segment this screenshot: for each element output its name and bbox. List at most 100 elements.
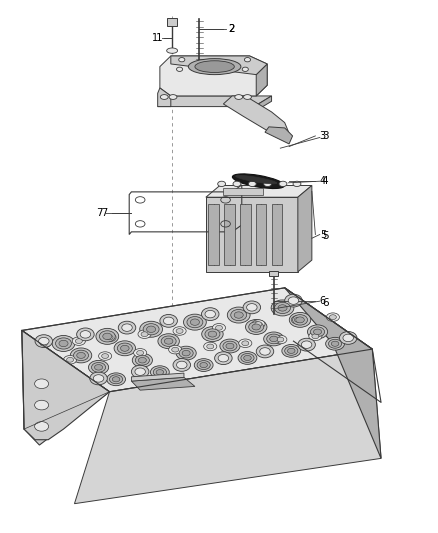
Ellipse shape (176, 328, 183, 334)
Ellipse shape (289, 312, 311, 327)
Polygon shape (22, 288, 372, 392)
Ellipse shape (114, 341, 136, 356)
Ellipse shape (256, 345, 274, 358)
Ellipse shape (67, 357, 74, 362)
Ellipse shape (260, 348, 270, 355)
Text: 4: 4 (322, 176, 328, 186)
Ellipse shape (103, 333, 112, 340)
Ellipse shape (249, 322, 264, 332)
Text: 6: 6 (320, 296, 326, 306)
Bar (208, 204, 219, 265)
Ellipse shape (40, 341, 47, 346)
Ellipse shape (141, 332, 148, 337)
Ellipse shape (220, 339, 240, 353)
Ellipse shape (80, 330, 91, 338)
Bar (240, 204, 251, 265)
Ellipse shape (231, 310, 247, 321)
Ellipse shape (244, 356, 251, 360)
Bar (223, 188, 263, 195)
Ellipse shape (208, 331, 217, 337)
Ellipse shape (147, 326, 155, 333)
Ellipse shape (134, 349, 147, 357)
Polygon shape (22, 330, 110, 440)
Ellipse shape (325, 337, 344, 350)
Ellipse shape (93, 375, 104, 382)
Ellipse shape (99, 352, 112, 360)
FancyBboxPatch shape (269, 271, 278, 276)
Text: 6: 6 (322, 298, 328, 308)
Polygon shape (254, 96, 272, 112)
Ellipse shape (179, 58, 185, 62)
Ellipse shape (244, 95, 251, 100)
Text: 5: 5 (320, 230, 326, 239)
Bar (256, 204, 266, 265)
Ellipse shape (215, 352, 232, 365)
Ellipse shape (92, 362, 106, 372)
Ellipse shape (176, 346, 196, 360)
Ellipse shape (99, 331, 115, 342)
Ellipse shape (106, 335, 113, 340)
Ellipse shape (72, 337, 85, 345)
Bar (224, 204, 235, 265)
Ellipse shape (156, 369, 164, 375)
Polygon shape (158, 96, 272, 107)
Ellipse shape (90, 372, 107, 385)
Ellipse shape (120, 345, 129, 351)
FancyBboxPatch shape (167, 18, 177, 26)
Ellipse shape (138, 330, 151, 338)
Ellipse shape (135, 356, 149, 365)
Ellipse shape (35, 335, 53, 348)
Ellipse shape (233, 174, 284, 189)
Ellipse shape (77, 328, 94, 341)
Ellipse shape (278, 305, 287, 311)
Ellipse shape (158, 334, 179, 349)
Polygon shape (206, 185, 312, 197)
Ellipse shape (296, 317, 304, 323)
Ellipse shape (343, 334, 353, 342)
Ellipse shape (218, 354, 229, 362)
Polygon shape (206, 197, 298, 272)
Polygon shape (131, 377, 195, 390)
Ellipse shape (160, 95, 168, 100)
Ellipse shape (277, 337, 284, 342)
Ellipse shape (215, 325, 223, 330)
Ellipse shape (131, 365, 149, 378)
Polygon shape (160, 56, 267, 96)
Ellipse shape (242, 341, 249, 346)
Text: 5: 5 (322, 231, 328, 240)
Ellipse shape (140, 321, 162, 337)
Ellipse shape (169, 95, 177, 100)
Text: 2: 2 (228, 25, 234, 34)
Ellipse shape (204, 342, 217, 351)
Text: 3: 3 (322, 131, 328, 141)
Ellipse shape (291, 316, 304, 324)
Ellipse shape (35, 379, 49, 389)
Ellipse shape (64, 356, 77, 364)
Ellipse shape (239, 339, 252, 348)
Ellipse shape (194, 359, 213, 372)
Ellipse shape (138, 358, 146, 363)
Ellipse shape (172, 348, 179, 352)
Ellipse shape (285, 294, 302, 307)
Ellipse shape (37, 340, 50, 348)
Ellipse shape (188, 59, 241, 75)
Ellipse shape (52, 335, 75, 351)
Ellipse shape (212, 324, 226, 332)
Text: 1: 1 (155, 34, 162, 43)
Ellipse shape (169, 345, 182, 354)
Ellipse shape (153, 368, 166, 377)
Ellipse shape (160, 314, 177, 327)
Ellipse shape (329, 314, 336, 320)
Ellipse shape (122, 324, 132, 332)
Ellipse shape (161, 336, 176, 346)
Ellipse shape (143, 324, 159, 335)
Text: 7: 7 (96, 208, 103, 218)
Ellipse shape (35, 422, 49, 431)
Ellipse shape (293, 314, 307, 325)
Ellipse shape (301, 341, 312, 349)
Ellipse shape (227, 307, 250, 323)
Polygon shape (256, 64, 267, 96)
Ellipse shape (255, 321, 262, 326)
Ellipse shape (288, 297, 299, 304)
Ellipse shape (173, 327, 186, 335)
